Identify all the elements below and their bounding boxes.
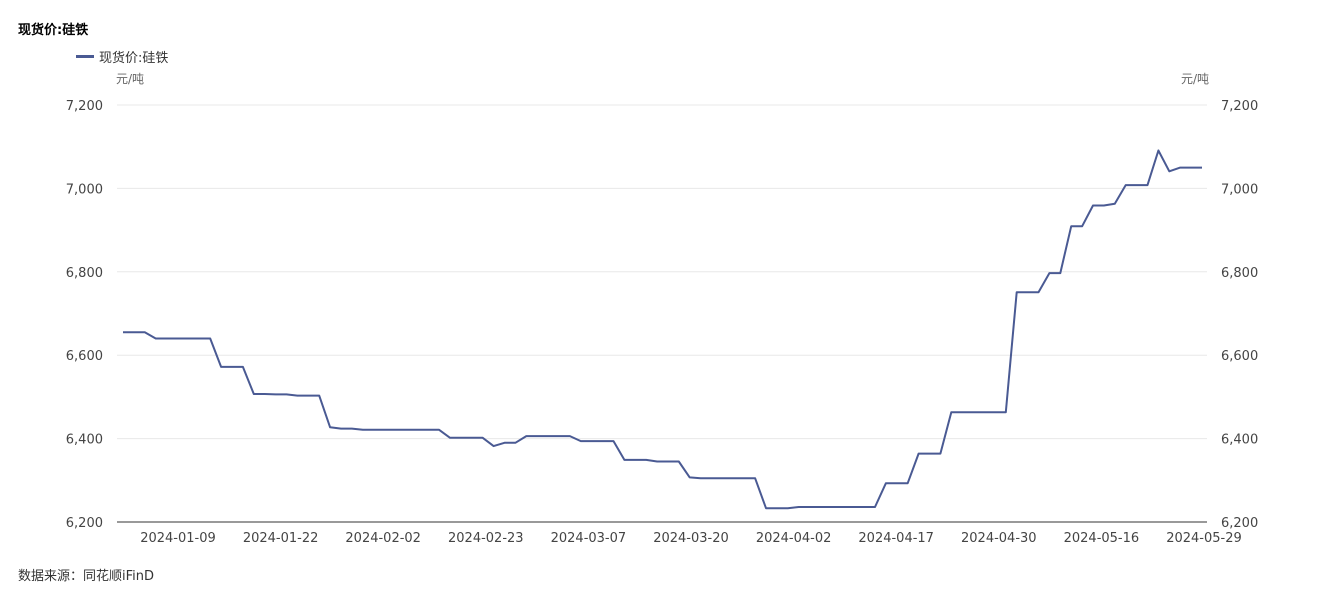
- y-tick-label-right: 7,000: [1221, 182, 1258, 197]
- x-tick-label: 2024-01-22: [243, 531, 319, 546]
- y-tick-label-right: 6,400: [1221, 433, 1258, 448]
- chart-title: 现货价:硅铁: [18, 23, 89, 38]
- x-tick-label: 2024-05-29: [1166, 531, 1242, 546]
- y-tick-label-left: 6,400: [66, 433, 103, 448]
- y-axis-unit-left: 元/吨: [116, 72, 145, 86]
- x-tick-label: 2024-04-30: [961, 531, 1037, 546]
- x-tick-label: 2024-04-02: [756, 531, 832, 546]
- y-tick-label-left: 6,200: [66, 516, 103, 531]
- x-tick-label: 2024-02-23: [448, 531, 524, 546]
- y-tick-label-left: 7,200: [66, 99, 103, 114]
- y-tick-label-right: 7,200: [1221, 99, 1258, 114]
- legend-label: 现货价:硅铁: [99, 51, 169, 66]
- y-axis-unit-right: 元/吨: [1180, 72, 1209, 86]
- y-tick-label-right: 6,200: [1221, 516, 1258, 531]
- x-tick-label: 2024-05-16: [1064, 531, 1140, 546]
- x-tick-label: 2024-01-09: [140, 531, 216, 546]
- y-tick-label-left: 6,600: [66, 349, 103, 364]
- x-tick-label: 2024-04-17: [858, 531, 934, 546]
- data-source: 数据来源：同花顺iFinD: [18, 569, 155, 584]
- x-tick-label: 2024-03-20: [653, 531, 729, 546]
- y-tick-label-right: 6,800: [1221, 266, 1258, 281]
- x-tick-label: 2024-02-02: [345, 531, 421, 546]
- legend[interactable]: 现货价:硅铁: [76, 47, 168, 66]
- y-tick-label-left: 6,800: [66, 266, 103, 281]
- x-tick-label: 2024-03-07: [551, 531, 627, 546]
- legend-swatch: [76, 55, 94, 58]
- y-tick-label-right: 6,600: [1221, 349, 1258, 364]
- series-line: [123, 149, 1202, 510]
- y-tick-label-left: 7,000: [66, 182, 103, 197]
